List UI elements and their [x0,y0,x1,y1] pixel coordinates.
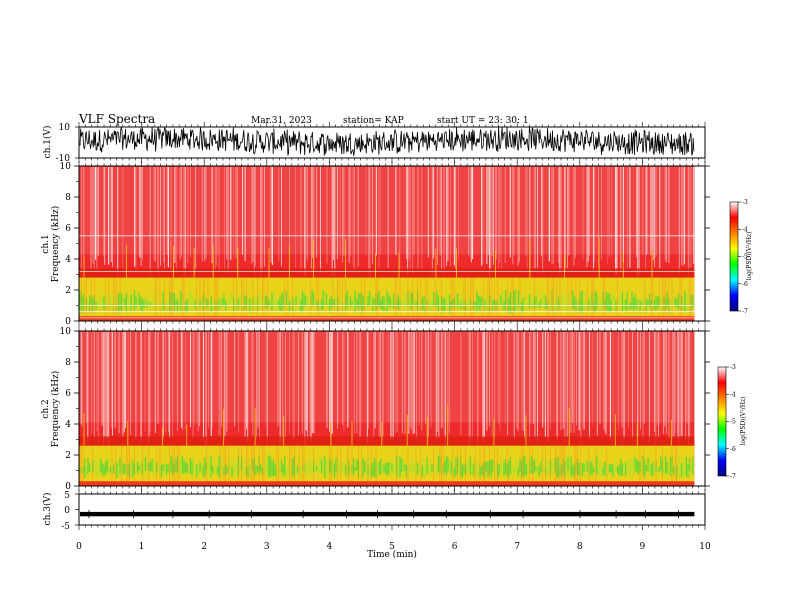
ch3-ytick-bottom: -5 [61,522,70,532]
colorbar-tick-label: -4 [742,226,748,233]
time-tick-label: 6 [452,542,458,552]
colorbar-tick-label: -7 [742,308,748,315]
ch2-channel-label: ch.2 [41,399,51,418]
ch1-waveform-line [79,126,695,156]
colorbar-tick-label: -5 [730,419,736,426]
freq-tick-label: 10 [60,327,72,337]
colorbar-tick-label: -6 [742,281,748,288]
time-tick-label: 2 [201,542,207,552]
colorbar-tick-label: -5 [742,254,748,261]
time-tick-label: 7 [514,542,520,552]
ch1-colorbar-gradient [729,201,739,312]
time-tick-label: 5 [389,542,395,552]
colorbar-tick-label: -6 [730,446,736,453]
ch3-ylabel: ch.3(V) [42,493,53,526]
freq-tick-label: 2 [65,286,71,296]
ch2-colorbar-ticks: -3 -4 -5 -6 -7 [726,364,736,480]
spectrogram-transition-band [79,268,695,278]
ch2-colorbar-gradient [717,366,727,477]
figure-title: VLF Spectra [78,112,155,126]
ch2-freq-ylabel: Frequency (kHz) [50,371,61,448]
ch3-ytick-mid: 0 [64,506,70,516]
ch3-waveform-trace [80,511,695,517]
freq-tick-label: 8 [65,193,71,203]
time-tick-label: 1 [139,542,145,552]
time-axis-label: Time (min) [367,549,417,560]
time-tick-label: 8 [577,542,583,552]
date-label: Mar.31, 2023 [251,116,312,126]
time-tick-label: 0 [76,542,82,552]
station-label: station= KAP [343,116,404,126]
freq-tick-label: 10 [60,162,72,172]
ch3-waveform-line [80,510,695,519]
colorbar-tick-label: -4 [730,391,736,398]
ch1-ylabel: ch.1(V) [42,126,53,159]
colorbar-tick-label: -3 [742,199,748,206]
ch1-ytick-top: 10 [59,123,71,133]
time-tick-label: 9 [640,542,646,552]
freq-tick-label: 6 [65,224,71,234]
ch1-ytick-bottom: -10 [56,154,71,164]
freq-tick-label: 0 [65,482,71,492]
ch2-colorbar: -3 -4 -5 -6 -7 log(PSD)(V²/Hz) [717,364,747,480]
colorbar-tick-label: -3 [730,364,736,371]
freq-tick-label: 2 [65,451,71,461]
spectrogram-transition-band [79,436,695,446]
start-ut-label: start UT = 23: 30: 1 [437,116,529,126]
ch2-spectrogram-panel: 0 2 4 6 8 10 ch.2 Frequency (kHz) [41,327,710,492]
freq-tick-label: 0 [65,317,71,327]
ch1-channel-label: ch.1 [41,234,51,253]
time-tick-label: 4 [327,542,333,552]
time-tick-label: 10 [699,542,711,552]
spectrogram-low-floor [79,316,695,321]
ch3-ytick-top: 5 [64,491,70,501]
time-tick-label: 3 [264,542,270,552]
ch3-waveform-frame [78,493,706,526]
ch1-waveform-trace [79,126,695,156]
spectrogram-upper-region [79,331,695,423]
freq-tick-label: 4 [65,255,71,265]
ch2-freq-ticks: 0 2 4 6 8 10 [60,327,710,492]
freq-tick-label: 6 [65,389,71,399]
ch2-colorbar-label: log(PSD)(V²/Hz) [740,397,747,446]
ch2-spectrogram-image [79,331,695,486]
colorbar-tick-label: -7 [730,473,736,480]
ch1-spectrogram-panel: 0 2 4 6 8 10 ch.1 Frequency (kHz) [41,162,710,327]
ch1-waveform-panel: 10 -10 ch.1(V) [42,123,706,164]
spectrogram-low-floor [79,481,695,486]
ch1-colorbar-ticks: -3 -4 -5 -6 -7 [738,199,748,315]
ch1-freq-ticks: 0 2 4 6 8 10 [60,162,710,327]
freq-tick-label: 4 [65,420,71,430]
ch1-colorbar: -3 -4 -5 -6 -7 log(PSD)(V²/Hz) [729,199,753,315]
ch1-spectrogram-image [79,166,695,321]
ch1-freq-ylabel: Frequency (kHz) [50,206,61,283]
time-axis: 0 1 2 3 4 5 6 7 8 9 10 [75,122,711,552]
freq-tick-label: 8 [65,358,71,368]
ch1-colorbar-label: log(PSD)(V²/Hz) [746,232,753,281]
spectrogram-upper-region [79,166,695,255]
